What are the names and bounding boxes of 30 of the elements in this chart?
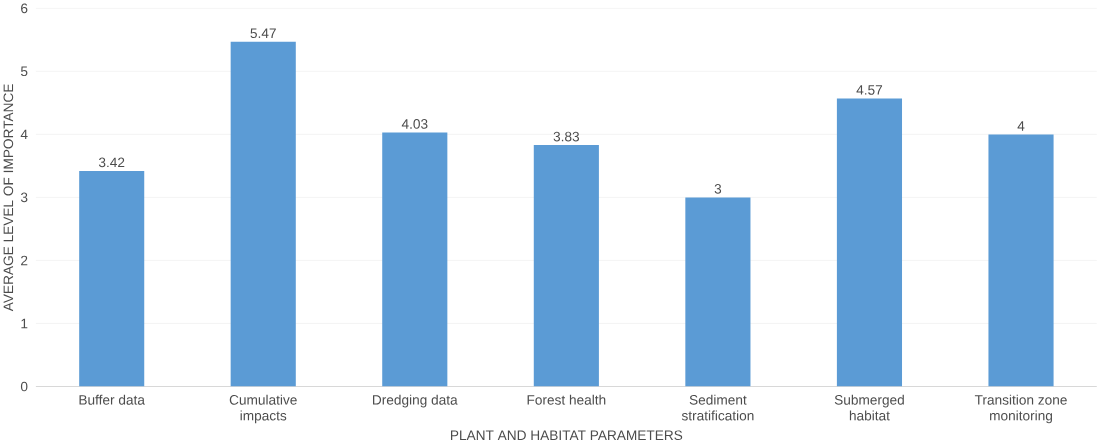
x-tick-label: Transition zone monitoring [974,394,1067,424]
x-tick-label: Forest health [527,394,606,405]
y-tick-label: 2 [21,255,28,266]
x-tick-label: Dredging data [373,394,458,408]
y-tick-label: 1 [21,319,28,329]
bar [79,171,145,387]
data-label: 4.57 [856,85,883,95]
data-label: 3.83 [553,131,580,142]
y-axis-title: AVERAGE LEVEL OF IMPORTANCE [3,84,14,312]
bar [533,145,599,387]
y-tick-label: 0 [20,381,28,392]
bar [230,41,296,387]
bar [836,98,903,387]
x-tick-label: Sediment stratification [681,394,754,421]
data-label: 3.42 [98,157,125,168]
data-label: 4.03 [401,119,428,129]
bar [988,134,1054,387]
x-tick-label: Submerged habitat [834,394,904,421]
data-label: 4 [1017,121,1025,131]
x-tick-label: Cumulative impacts [229,394,297,424]
y-tick-label: 4 [20,129,28,140]
x-tick-label: Buffer data [79,394,145,405]
y-tick-label: 6 [21,3,28,14]
y-tick-label: 3 [20,192,28,203]
y-tick-label: 5 [20,66,28,77]
bar [685,197,751,387]
data-label: 3 [714,184,722,194]
bar [382,132,448,387]
x-axis-title: PLANT AND HABITAT PARAMETERS [450,430,683,441]
data-label: 5.47 [250,28,276,39]
